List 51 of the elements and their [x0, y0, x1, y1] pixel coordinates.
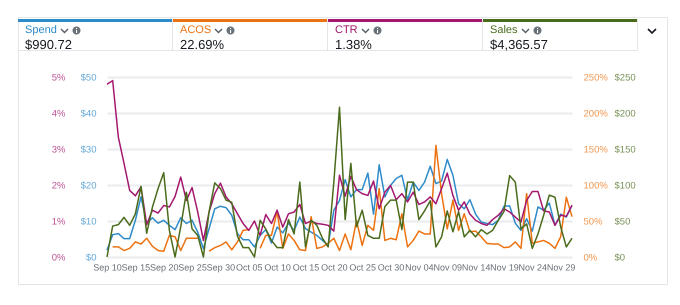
y2-tick-label: $0 [614, 252, 626, 264]
y2-tick-label: 200% [584, 108, 608, 120]
x-tick-label: Sep 10 [93, 262, 122, 272]
text: Spend [25, 24, 57, 37]
x-tick-label: Oct 20 [321, 262, 348, 272]
y2-tick-label: 250% [584, 72, 608, 84]
y2-tick-label: 150% [584, 144, 608, 156]
x-tick-label: Oct 05 [236, 262, 263, 272]
x-tick-label: Nov 24 [518, 262, 548, 272]
y2-tick-label: $200 [614, 108, 636, 120]
text: CTR [335, 24, 358, 37]
y-tick-label: 4% [52, 108, 66, 120]
x-tick-label: Oct 25 [349, 262, 376, 272]
text: $4,365.57 [490, 37, 549, 53]
x-tick-label: Sep 15 [122, 262, 150, 272]
y-tick-label: 1% [52, 216, 66, 228]
y-tick-label: 5% [52, 72, 66, 84]
line-series [106, 80, 573, 242]
x-tick-label: Oct 15 [292, 262, 320, 272]
y-tick-label: 2% [52, 180, 66, 192]
y2-tick-label: $150 [614, 144, 636, 156]
y-tick-label: $40 [80, 108, 96, 120]
text: ACOS [180, 24, 212, 37]
x-tick-label: Sep 30 [206, 262, 236, 272]
y-tick-label: 3% [52, 144, 66, 156]
y2-tick-label: 100% [584, 180, 608, 192]
x-tick-label: Sep 25 [178, 262, 207, 272]
y-tick-label: $10 [80, 216, 96, 228]
x-tick-label: Oct 10 [264, 262, 291, 272]
line-series [106, 106, 573, 258]
y-tick-label: $50 [80, 72, 96, 84]
x-tick-label: Oct 30 [378, 262, 404, 272]
y2-tick-label: $100 [614, 180, 636, 192]
x-tick-label: Nov 14 [462, 262, 490, 272]
x-tick-label: Nov 04 [405, 262, 434, 272]
x-tick-label: Sep 20 [150, 262, 178, 272]
y2-tick-label: $250 [614, 72, 636, 84]
text: $990.72 [25, 37, 73, 53]
y-tick-label: $20 [80, 180, 96, 192]
x-tick-label: Nov 09 [433, 262, 462, 272]
y-tick-label: 0% [52, 252, 66, 264]
y2-tick-label: 50% [584, 216, 604, 228]
y-tick-label: $0 [86, 252, 96, 264]
text: 22.69% [180, 37, 226, 53]
text: 1.38% [335, 37, 373, 53]
text: Sales [490, 24, 518, 37]
y2-tick-label: $50 [614, 216, 630, 228]
y-tick-label: $30 [80, 144, 96, 156]
x-tick-label: Nov 29 [546, 262, 576, 272]
y2-tick-label: 0% [584, 252, 598, 264]
x-tick-label: Nov 19 [490, 262, 519, 272]
